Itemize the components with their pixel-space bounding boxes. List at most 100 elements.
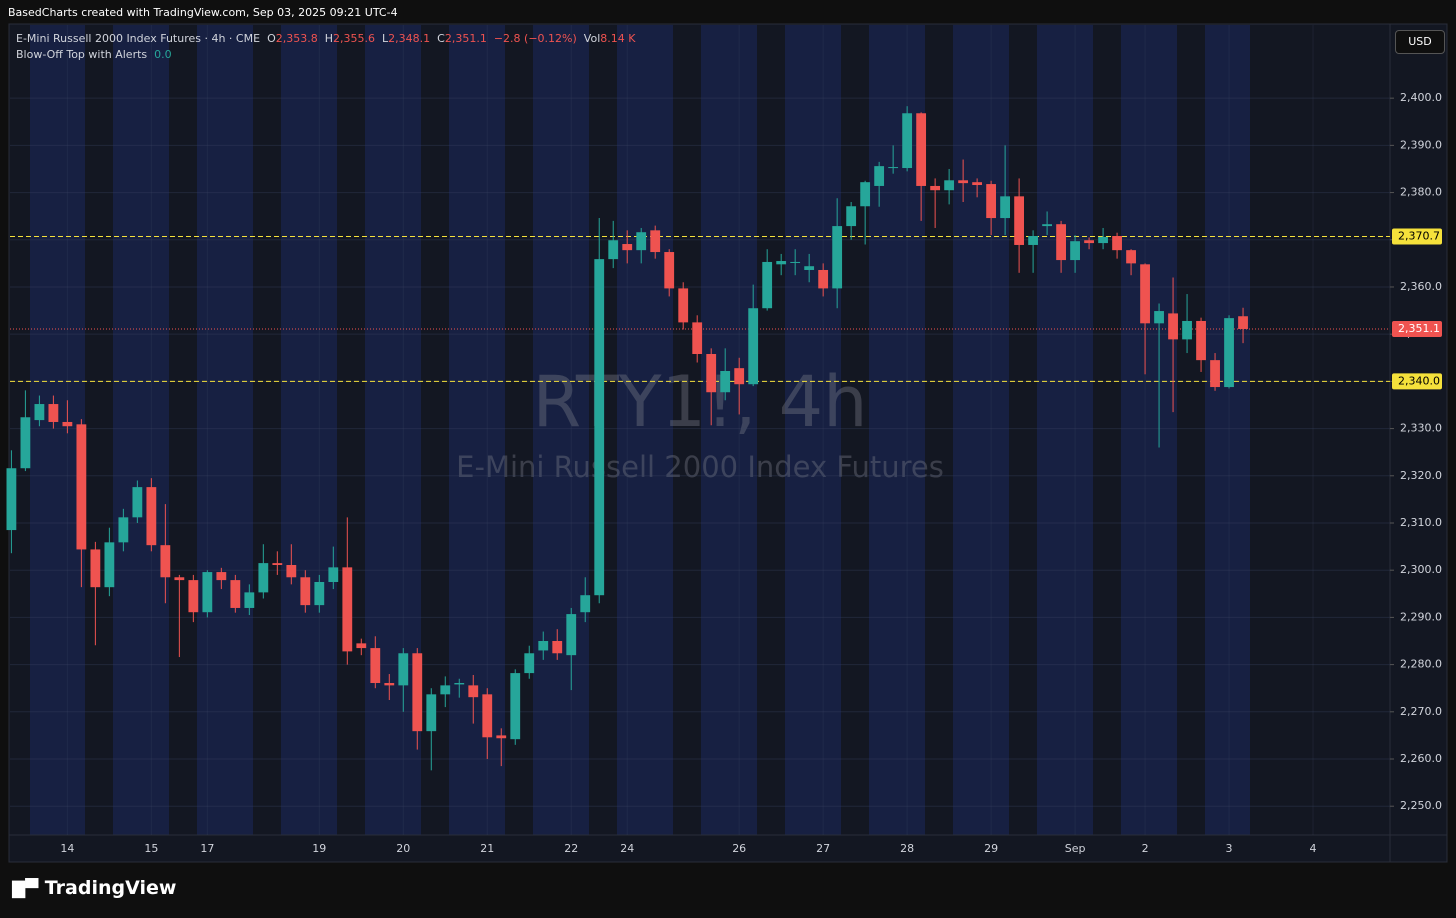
candle-body xyxy=(846,206,857,227)
candle-body xyxy=(818,269,829,289)
y-tick-label: 2,280.0 xyxy=(1400,658,1442,671)
candle-body xyxy=(62,421,73,427)
price-label-bg xyxy=(1392,373,1442,390)
candle-body xyxy=(902,113,913,169)
candle-body xyxy=(1238,316,1248,329)
candle-body xyxy=(1014,196,1025,245)
x-tick-label: 26 xyxy=(732,842,746,855)
candle-body xyxy=(930,185,941,191)
candle-body xyxy=(636,232,647,251)
session-band xyxy=(1177,25,1205,835)
y-tick-label: 2,400.0 xyxy=(1400,91,1442,104)
candle-body xyxy=(552,640,563,654)
candle-body xyxy=(748,308,759,385)
candle-body xyxy=(468,685,479,698)
x-tick-label: 21 xyxy=(480,842,494,855)
watermark: RTY1!, 4h xyxy=(532,361,867,443)
session-band xyxy=(253,25,281,835)
label: C xyxy=(437,32,445,45)
candle-body xyxy=(482,694,493,738)
candle-body xyxy=(342,567,353,652)
candle-body xyxy=(20,417,31,469)
candle-body xyxy=(664,252,675,289)
candle-body xyxy=(300,577,311,606)
session-band xyxy=(1093,25,1121,835)
session-band xyxy=(925,25,953,835)
session-band xyxy=(1009,25,1037,835)
candle-body xyxy=(650,230,661,253)
y-tick-label: 2,260.0 xyxy=(1400,752,1442,765)
candle-body xyxy=(426,694,437,732)
y-tick-label: 2,380.0 xyxy=(1400,186,1442,199)
y-tick-label: 2,330.0 xyxy=(1400,422,1442,435)
candle-body xyxy=(48,404,59,422)
session-band xyxy=(10,25,30,835)
candle-body xyxy=(1196,320,1206,361)
candle-body xyxy=(1028,235,1039,245)
candle-body xyxy=(776,261,787,265)
indicator-name[interactable]: Blow-Off Top with Alerts xyxy=(16,48,148,61)
candle-body xyxy=(958,180,969,184)
currency-button[interactable]: USD xyxy=(1395,30,1445,54)
candle-body xyxy=(524,653,535,674)
candle-body xyxy=(314,581,325,606)
value: 2,351.1 xyxy=(444,32,487,45)
candle-body xyxy=(734,368,745,385)
candle-body xyxy=(160,545,171,578)
candle-body xyxy=(132,487,143,518)
candle-body xyxy=(216,572,227,581)
x-tick-label: 15 xyxy=(144,842,158,855)
price-label: 2,340.0 xyxy=(1398,374,1440,387)
x-tick-label: 17 xyxy=(200,842,214,855)
candle-body xyxy=(804,266,815,270)
candle-body xyxy=(510,673,521,740)
candle-body xyxy=(790,261,801,263)
candle-body xyxy=(580,595,591,613)
candle-body xyxy=(146,487,157,546)
candle-body xyxy=(370,648,381,684)
change: −2.8 (−0.12%) xyxy=(493,32,577,45)
label: Vol xyxy=(583,32,601,45)
candle-body xyxy=(286,565,297,578)
value: 2,348.1 xyxy=(388,32,431,45)
session-band xyxy=(841,25,869,835)
candle-body xyxy=(412,653,423,732)
brand: ▇▀ TradingView xyxy=(12,877,177,899)
candle-body xyxy=(1224,318,1234,388)
x-tick-label: 28 xyxy=(900,842,914,855)
legend: E-Mini Russell 2000 Index Futures · 4h ·… xyxy=(16,32,635,45)
candle-body xyxy=(720,370,731,393)
brand-name: TradingView xyxy=(44,877,177,899)
credit: BasedCharts created with TradingView.com… xyxy=(8,6,398,19)
candle-body xyxy=(566,614,577,656)
indicator: Blow-Off Top with Alerts 0.0 xyxy=(16,48,172,61)
x-tick-label: 4 xyxy=(1310,842,1317,855)
candle-body xyxy=(972,182,983,186)
candle-body xyxy=(384,683,395,686)
price-label: 2,370.7 xyxy=(1398,229,1440,242)
label: O xyxy=(267,32,276,45)
candle-body xyxy=(454,683,465,685)
x-tick-label: 19 xyxy=(312,842,326,855)
candle-body xyxy=(440,685,451,695)
candle-body xyxy=(1084,240,1094,244)
candle-body xyxy=(678,288,689,323)
session-band xyxy=(85,25,113,835)
candle-body xyxy=(104,542,115,588)
candle-body xyxy=(1154,311,1164,324)
symbol[interactable]: E-Mini Russell 2000 Index Futures · 4h ·… xyxy=(16,32,261,45)
label: H xyxy=(324,32,334,45)
candle-body xyxy=(118,517,129,543)
candle-body xyxy=(1168,313,1178,340)
y-tick-label: 2,290.0 xyxy=(1400,610,1442,623)
candle-body xyxy=(1126,250,1136,264)
candle-body xyxy=(1210,360,1220,388)
candle-body xyxy=(538,640,549,651)
candle-body xyxy=(1182,320,1192,340)
candle-body xyxy=(706,354,717,393)
candle-body xyxy=(76,424,87,550)
candle-body xyxy=(608,240,619,260)
candle-body xyxy=(1042,224,1052,227)
session-band xyxy=(757,25,785,835)
